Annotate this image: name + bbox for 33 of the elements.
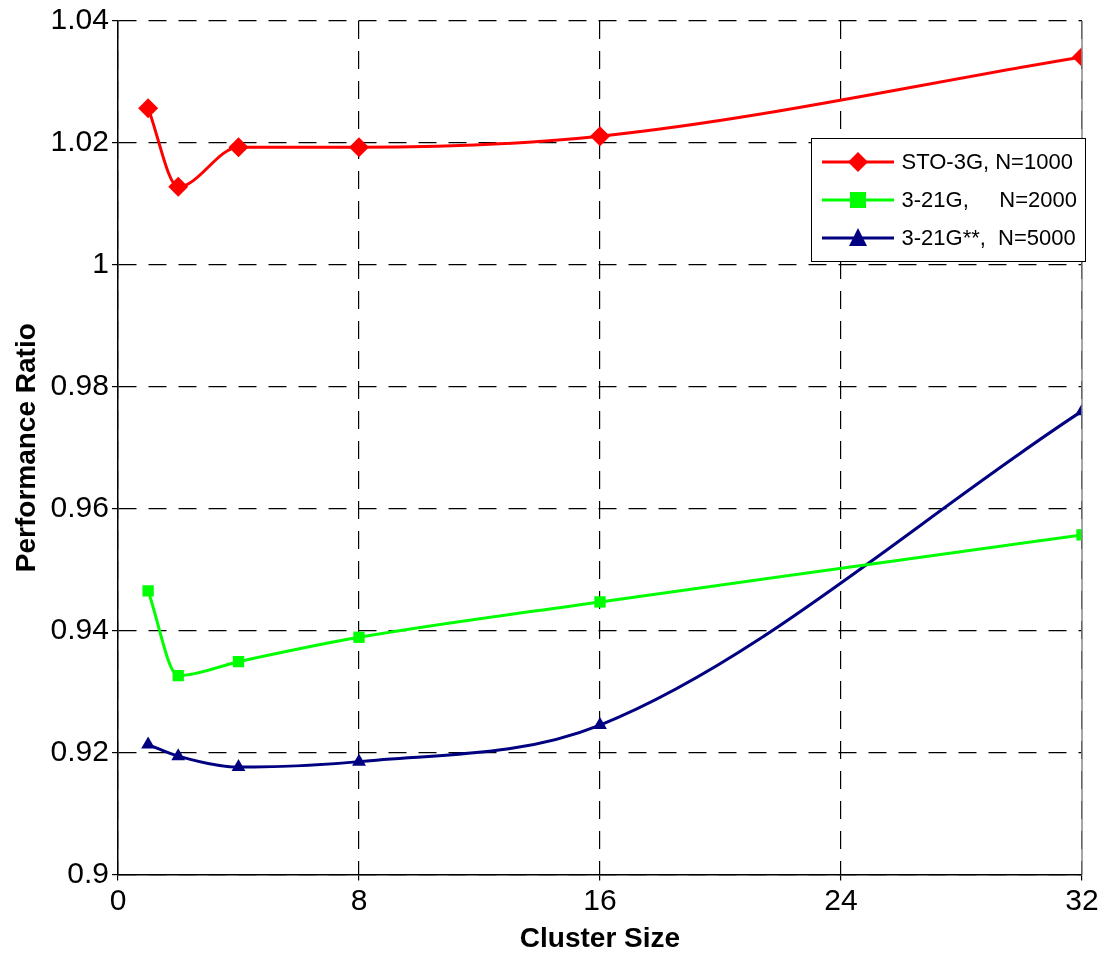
point xyxy=(589,126,610,147)
point xyxy=(228,137,249,158)
legend-label: 3-21G**, N=5000 xyxy=(901,224,1076,252)
y-tick-label: 1.04 xyxy=(50,2,109,36)
point xyxy=(171,748,186,761)
point xyxy=(232,656,245,668)
x-tick-label: 16 xyxy=(583,882,617,916)
x-tick-label: 32 xyxy=(1065,882,1099,916)
point xyxy=(231,759,246,772)
point xyxy=(348,137,369,158)
point xyxy=(141,736,156,749)
y-axis-title: Performance Ratio xyxy=(9,323,41,573)
y-tick-label: 0.98 xyxy=(50,368,109,402)
x-tick-label: 8 xyxy=(350,882,368,916)
y-tick-label: 0.94 xyxy=(50,611,109,645)
y-tick-label: 1.02 xyxy=(50,124,109,158)
point xyxy=(142,585,154,597)
y-tick-label: 0.96 xyxy=(50,489,109,523)
legend-label: STO-3G, N=1000 xyxy=(901,148,1073,176)
point xyxy=(594,596,606,608)
y-tick-label: 0.9 xyxy=(67,855,109,889)
point xyxy=(138,98,159,119)
point xyxy=(172,670,184,682)
point xyxy=(593,717,607,730)
x-tick-label: 0 xyxy=(109,882,127,916)
y-tick-label: 0.92 xyxy=(50,733,109,767)
point xyxy=(353,631,365,643)
y-tick-label: 1 xyxy=(92,246,109,280)
x-axis-title: Cluster Size xyxy=(519,921,681,953)
point xyxy=(352,753,366,766)
point xyxy=(168,176,189,197)
x-tick-label: 24 xyxy=(824,882,858,916)
legend-label: 3-21G, N=2000 xyxy=(901,186,1077,214)
